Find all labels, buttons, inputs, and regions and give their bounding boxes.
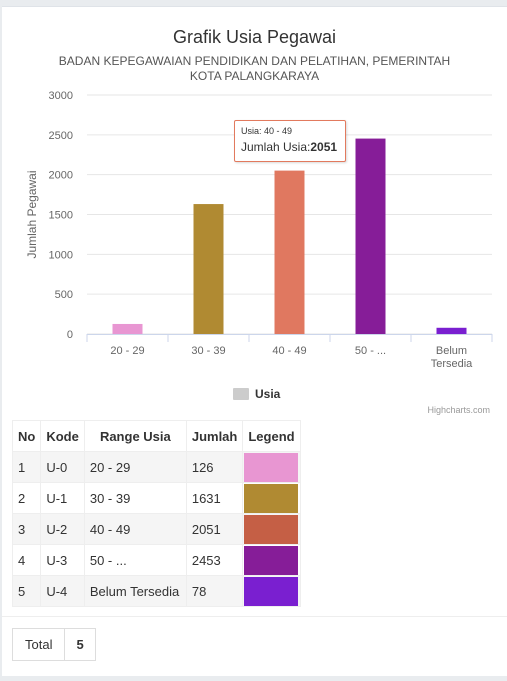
bar — [436, 327, 467, 334]
chart-tooltip: Usia: 40 - 49 Jumlah Usia:2051 — [234, 120, 346, 162]
legend-swatch — [244, 545, 299, 575]
legend-item-usia: Usia — [255, 387, 281, 401]
table-row: 1 U-0 20 - 29 126 — [11, 451, 301, 483]
bar — [193, 204, 224, 334]
legend-swatch — [244, 576, 299, 606]
bar — [274, 170, 305, 334]
col-range: Range Usia — [83, 420, 187, 452]
y-tick-label: 1000 — [49, 249, 73, 261]
cell-no: 4 — [11, 544, 42, 576]
table-row: 4 U-3 50 - ... 2453 — [11, 544, 301, 576]
table-row: 2 U-1 30 - 39 1631 — [11, 482, 301, 514]
legend-swatch — [244, 483, 299, 513]
cell-no: 5 — [11, 575, 42, 607]
cell-kode: U-1 — [40, 482, 85, 514]
cell-jumlah: 2453 — [185, 544, 244, 576]
x-tick-label: 50 - ... — [355, 345, 386, 357]
x-tick-label: 20 - 29 — [110, 345, 144, 357]
y-axis-title: Jumlah Pegawai — [25, 170, 39, 258]
table-row: 5 U-4 Belum Tersedia 78 — [11, 575, 301, 607]
x-tick-label: 30 - 39 — [191, 345, 225, 357]
x-tick-label: Belum — [436, 345, 467, 357]
cell-legend — [242, 482, 301, 514]
col-no: No — [11, 420, 42, 452]
cell-legend — [242, 513, 301, 545]
legend-swatch — [244, 514, 299, 544]
legend-symbol — [233, 388, 249, 400]
cell-kode: U-0 — [40, 451, 85, 483]
cell-kode: U-4 — [40, 575, 85, 607]
y-tick-label: 2500 — [49, 130, 73, 142]
cell-range: Belum Tersedia — [83, 575, 187, 607]
cell-legend — [242, 451, 301, 483]
y-tick-label: 0 — [67, 329, 73, 341]
cell-legend — [242, 575, 301, 607]
cell-range: 40 - 49 — [83, 513, 187, 545]
cell-kode: U-2 — [40, 513, 85, 545]
divider — [2, 616, 507, 617]
cell-kode: U-3 — [40, 544, 85, 576]
cell-jumlah: 126 — [185, 451, 244, 483]
total-label: Total — [25, 637, 53, 652]
cell-range: 30 - 39 — [83, 482, 187, 514]
y-tick-label: 500 — [55, 289, 73, 301]
cell-no: 2 — [11, 482, 42, 514]
col-jumlah: Jumlah — [185, 420, 244, 452]
cell-range: 20 - 29 — [83, 451, 187, 483]
tooltip-header: Usia: 40 - 49 — [241, 126, 293, 136]
tooltip-label: Jumlah Usia: — [241, 140, 311, 154]
chart-subtitle: BADAN KEPEGAWAIAN PENDIDIKAN DAN PELATIH… — [58, 54, 451, 83]
bar — [112, 323, 143, 334]
x-tick-label: Tersedia — [431, 358, 473, 370]
chart-card: Grafik Usia Pegawai BADAN KEPEGAWAIAN PE… — [2, 6, 507, 676]
x-tick-label: 40 - 49 — [272, 345, 306, 357]
y-tick-label: 3000 — [49, 90, 73, 102]
table-header-row: No Kode Range Usia Jumlah Legend — [11, 420, 301, 452]
col-legend: Legend — [242, 420, 301, 452]
chart-title: Grafik Usia Pegawai — [172, 27, 337, 47]
legend-swatch — [244, 452, 299, 482]
cell-no: 1 — [11, 451, 42, 483]
cell-range: 50 - ... — [83, 544, 187, 576]
cell-jumlah: 78 — [185, 575, 244, 607]
col-kode: Kode — [40, 420, 85, 452]
bar-chart: 0 500 1000 1500 2000 2500 3000 Jumlah Pegawai 20… — [25, 90, 493, 401]
cell-no: 3 — [11, 513, 42, 545]
y-tick-label: 1500 — [49, 210, 73, 222]
age-table: No Kode Range Usia Jumlah Legend 1 U-0 20 … — [11, 420, 301, 607]
highcharts-credits[interactable]: Highcharts.com — [427, 405, 490, 415]
total-value: 5 — [64, 629, 94, 660]
tooltip-value: 2051 — [310, 140, 338, 154]
y-tick-label: 2000 — [49, 170, 73, 182]
cell-jumlah: 2051 — [185, 513, 244, 545]
cell-legend — [242, 544, 301, 576]
cell-jumlah: 1631 — [185, 482, 244, 514]
total-box: Total 5 — [12, 628, 96, 661]
bar — [355, 138, 386, 334]
table-row: 3 U-2 40 - 49 2051 — [11, 513, 301, 545]
